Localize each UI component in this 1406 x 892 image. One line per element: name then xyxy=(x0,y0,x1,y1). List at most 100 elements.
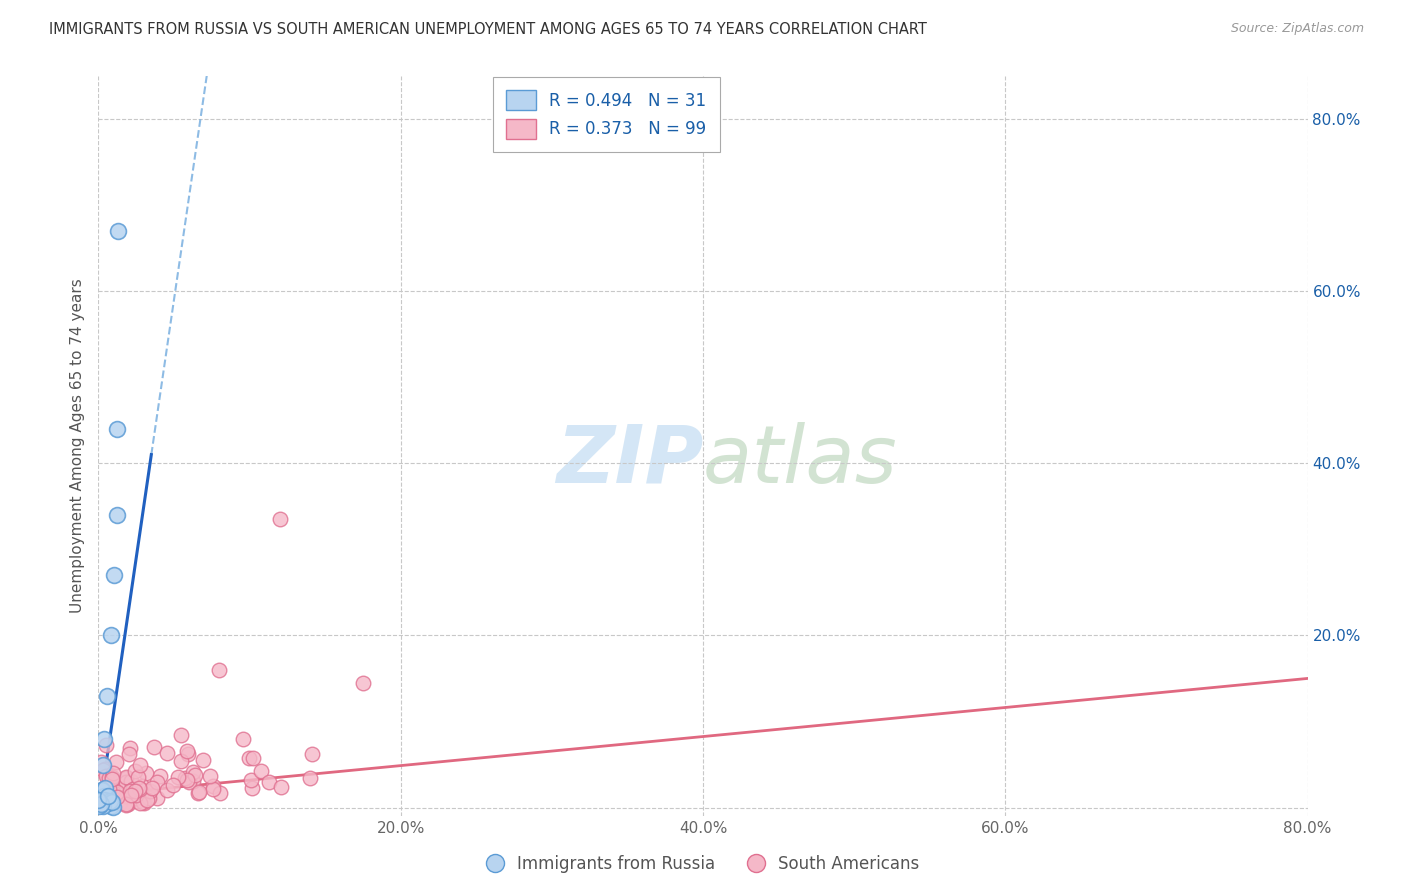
Point xyxy=(149,769,172,783)
Point xyxy=(174,771,197,785)
Point xyxy=(135,766,157,780)
Point xyxy=(120,784,142,798)
Point xyxy=(176,747,198,761)
Point xyxy=(90,789,112,803)
Point xyxy=(97,782,120,797)
Point xyxy=(90,755,112,769)
Point xyxy=(101,796,124,810)
Point xyxy=(93,731,115,746)
Point xyxy=(141,780,163,795)
Point xyxy=(122,782,145,797)
Point xyxy=(97,795,120,809)
Point xyxy=(89,794,111,808)
Point xyxy=(105,790,128,805)
Point xyxy=(131,780,153,794)
Point xyxy=(104,789,127,804)
Point xyxy=(115,797,138,812)
Point xyxy=(90,782,112,797)
Point xyxy=(90,792,112,806)
Point xyxy=(139,783,162,797)
Point xyxy=(91,795,114,809)
Point xyxy=(91,787,114,801)
Point xyxy=(96,789,118,804)
Point xyxy=(91,797,114,811)
Point xyxy=(101,771,124,785)
Point xyxy=(93,789,115,803)
Point xyxy=(90,793,112,807)
Point xyxy=(208,663,231,677)
Point xyxy=(117,797,139,811)
Point xyxy=(269,512,291,526)
Point xyxy=(115,770,138,784)
Point xyxy=(94,790,117,805)
Point xyxy=(91,793,114,807)
Point xyxy=(301,747,323,762)
Point xyxy=(121,774,143,789)
Point xyxy=(100,793,122,807)
Point xyxy=(97,778,120,792)
Point xyxy=(91,799,114,814)
Point xyxy=(242,751,264,765)
Point xyxy=(198,769,221,783)
Point xyxy=(125,789,148,803)
Point xyxy=(91,757,114,772)
Point xyxy=(94,781,117,796)
Point xyxy=(146,790,169,805)
Point xyxy=(115,775,138,789)
Point xyxy=(239,773,262,788)
Point xyxy=(176,743,198,757)
Text: ZIP: ZIP xyxy=(555,422,703,500)
Point xyxy=(124,784,146,798)
Point xyxy=(87,799,110,814)
Point xyxy=(128,757,150,772)
Point xyxy=(101,772,124,786)
Point xyxy=(98,794,121,808)
Legend: Immigrants from Russia, South Americans: Immigrants from Russia, South Americans xyxy=(479,848,927,880)
Text: IMMIGRANTS FROM RUSSIA VS SOUTH AMERICAN UNEMPLOYMENT AMONG AGES 65 TO 74 YEARS : IMMIGRANTS FROM RUSSIA VS SOUTH AMERICAN… xyxy=(49,22,927,37)
Point xyxy=(250,764,273,779)
Point xyxy=(89,783,111,797)
Point xyxy=(100,628,122,642)
Point xyxy=(232,732,254,747)
Point xyxy=(129,796,152,810)
Point xyxy=(115,797,138,811)
Point xyxy=(97,796,120,810)
Point xyxy=(169,755,191,769)
Point xyxy=(181,773,204,788)
Point xyxy=(100,798,122,813)
Point xyxy=(270,780,292,794)
Point xyxy=(128,782,150,797)
Point xyxy=(118,747,141,761)
Point xyxy=(101,766,124,780)
Text: atlas: atlas xyxy=(703,422,898,500)
Point xyxy=(120,788,142,802)
Point xyxy=(107,224,129,238)
Point xyxy=(96,769,118,783)
Point xyxy=(89,792,111,806)
Point xyxy=(176,773,198,788)
Point xyxy=(259,774,281,789)
Point xyxy=(96,738,118,752)
Point xyxy=(138,791,160,805)
Point xyxy=(121,787,143,801)
Point xyxy=(89,787,111,801)
Point xyxy=(202,782,225,797)
Point xyxy=(110,796,132,810)
Point xyxy=(146,775,169,789)
Point xyxy=(127,770,149,784)
Point xyxy=(132,796,155,810)
Point xyxy=(114,771,136,785)
Point xyxy=(98,771,121,785)
Point xyxy=(167,770,190,784)
Point xyxy=(170,728,193,742)
Point xyxy=(111,782,134,797)
Point xyxy=(162,779,184,793)
Point xyxy=(128,780,150,795)
Point xyxy=(90,797,112,812)
Point xyxy=(188,785,211,799)
Point xyxy=(201,779,224,793)
Text: Source: ZipAtlas.com: Source: ZipAtlas.com xyxy=(1230,22,1364,36)
Point xyxy=(87,792,110,806)
Point xyxy=(181,764,204,779)
Point xyxy=(298,771,321,785)
